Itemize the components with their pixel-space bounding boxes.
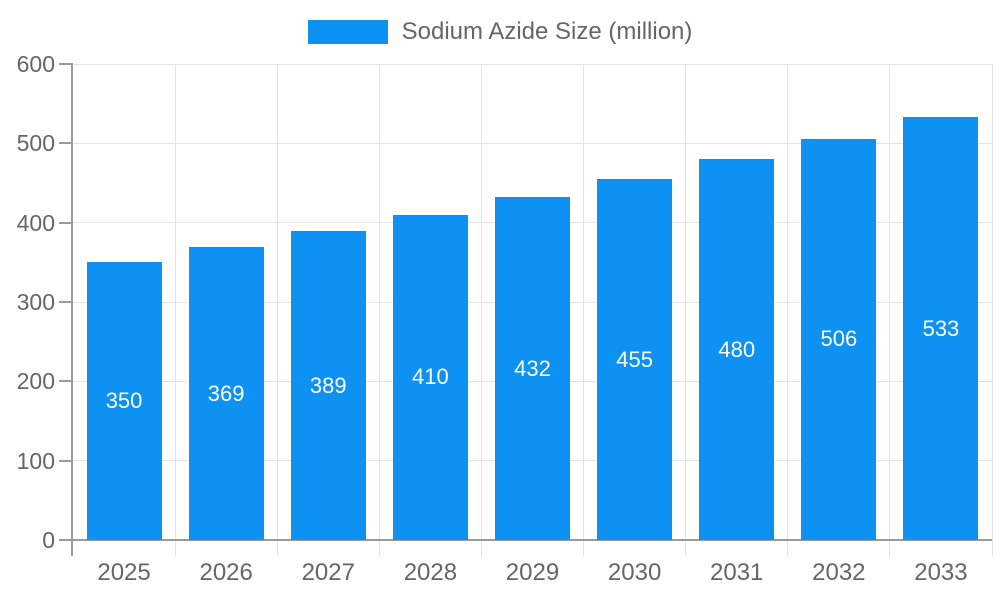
bar-value-label: 455 <box>616 346 653 372</box>
x-tick-label: 2030 <box>607 559 662 586</box>
y-axis-tick <box>59 301 73 303</box>
y-axis-tick <box>59 221 73 224</box>
bar-2029 <box>495 197 570 540</box>
bar-value-label: 432 <box>514 355 551 381</box>
gridline-vertical <box>685 64 687 556</box>
gridline-horizontal <box>73 63 992 65</box>
gridline-vertical <box>480 64 482 556</box>
y-axis-tick <box>59 539 73 541</box>
y-tick-label: 300 <box>16 289 55 315</box>
gridline-vertical <box>991 64 993 556</box>
bar-value-label: 480 <box>718 336 756 362</box>
x-tick-label: 2025 <box>97 559 151 586</box>
y-tick-label: 0 <box>42 527 55 553</box>
bar-value-label: 369 <box>207 380 245 406</box>
gridline-vertical <box>583 64 585 556</box>
x-tick-label: 2027 <box>301 559 355 586</box>
bar-2027 <box>290 231 366 540</box>
bar-2032 <box>801 138 877 540</box>
gridline-horizontal <box>73 142 992 144</box>
y-axis-tick <box>59 63 73 65</box>
y-tick-label: 500 <box>16 130 55 157</box>
x-tick-label: 2032 <box>812 559 866 586</box>
gridline-vertical <box>889 64 891 556</box>
gridline-vertical <box>276 64 278 556</box>
legend-item[interactable]: Sodium Azide Size (million) <box>0 18 1000 46</box>
bar-value-label: 350 <box>105 388 143 414</box>
y-tick-label: 100 <box>16 447 55 474</box>
legend-swatch <box>307 20 388 44</box>
y-tick-label: 600 <box>16 51 55 77</box>
x-tick-label: 2028 <box>403 559 458 586</box>
x-tick-label: 2031 <box>710 559 764 586</box>
y-tick-label: 400 <box>16 209 55 236</box>
y-axis-tick <box>59 142 73 145</box>
bar-2028 <box>392 214 468 540</box>
x-tick-label: 2026 <box>199 559 253 586</box>
bar-2033 <box>903 117 979 540</box>
y-axis-tick <box>59 459 73 462</box>
bar-2025 <box>86 262 162 540</box>
gridline-vertical <box>174 64 176 556</box>
y-tick-label: 200 <box>16 368 55 395</box>
bar-value-label: 506 <box>820 326 858 352</box>
bar-2030 <box>597 179 673 540</box>
bar-value-label: 389 <box>309 372 347 398</box>
y-axis-tick <box>59 380 73 383</box>
x-tick-label: 2033 <box>914 559 968 586</box>
x-tick-label: 2029 <box>505 559 560 586</box>
bar-2026 <box>188 247 264 540</box>
bar-value-label: 410 <box>412 364 449 390</box>
bar-value-label: 533 <box>922 315 960 341</box>
x-axis-line <box>73 539 992 541</box>
y-axis-line <box>71 64 73 556</box>
gridline-vertical <box>787 64 789 556</box>
gridline-vertical <box>378 64 380 556</box>
bar-2031 <box>699 159 775 540</box>
legend-label: Sodium Azide Size (million) <box>401 18 693 45</box>
